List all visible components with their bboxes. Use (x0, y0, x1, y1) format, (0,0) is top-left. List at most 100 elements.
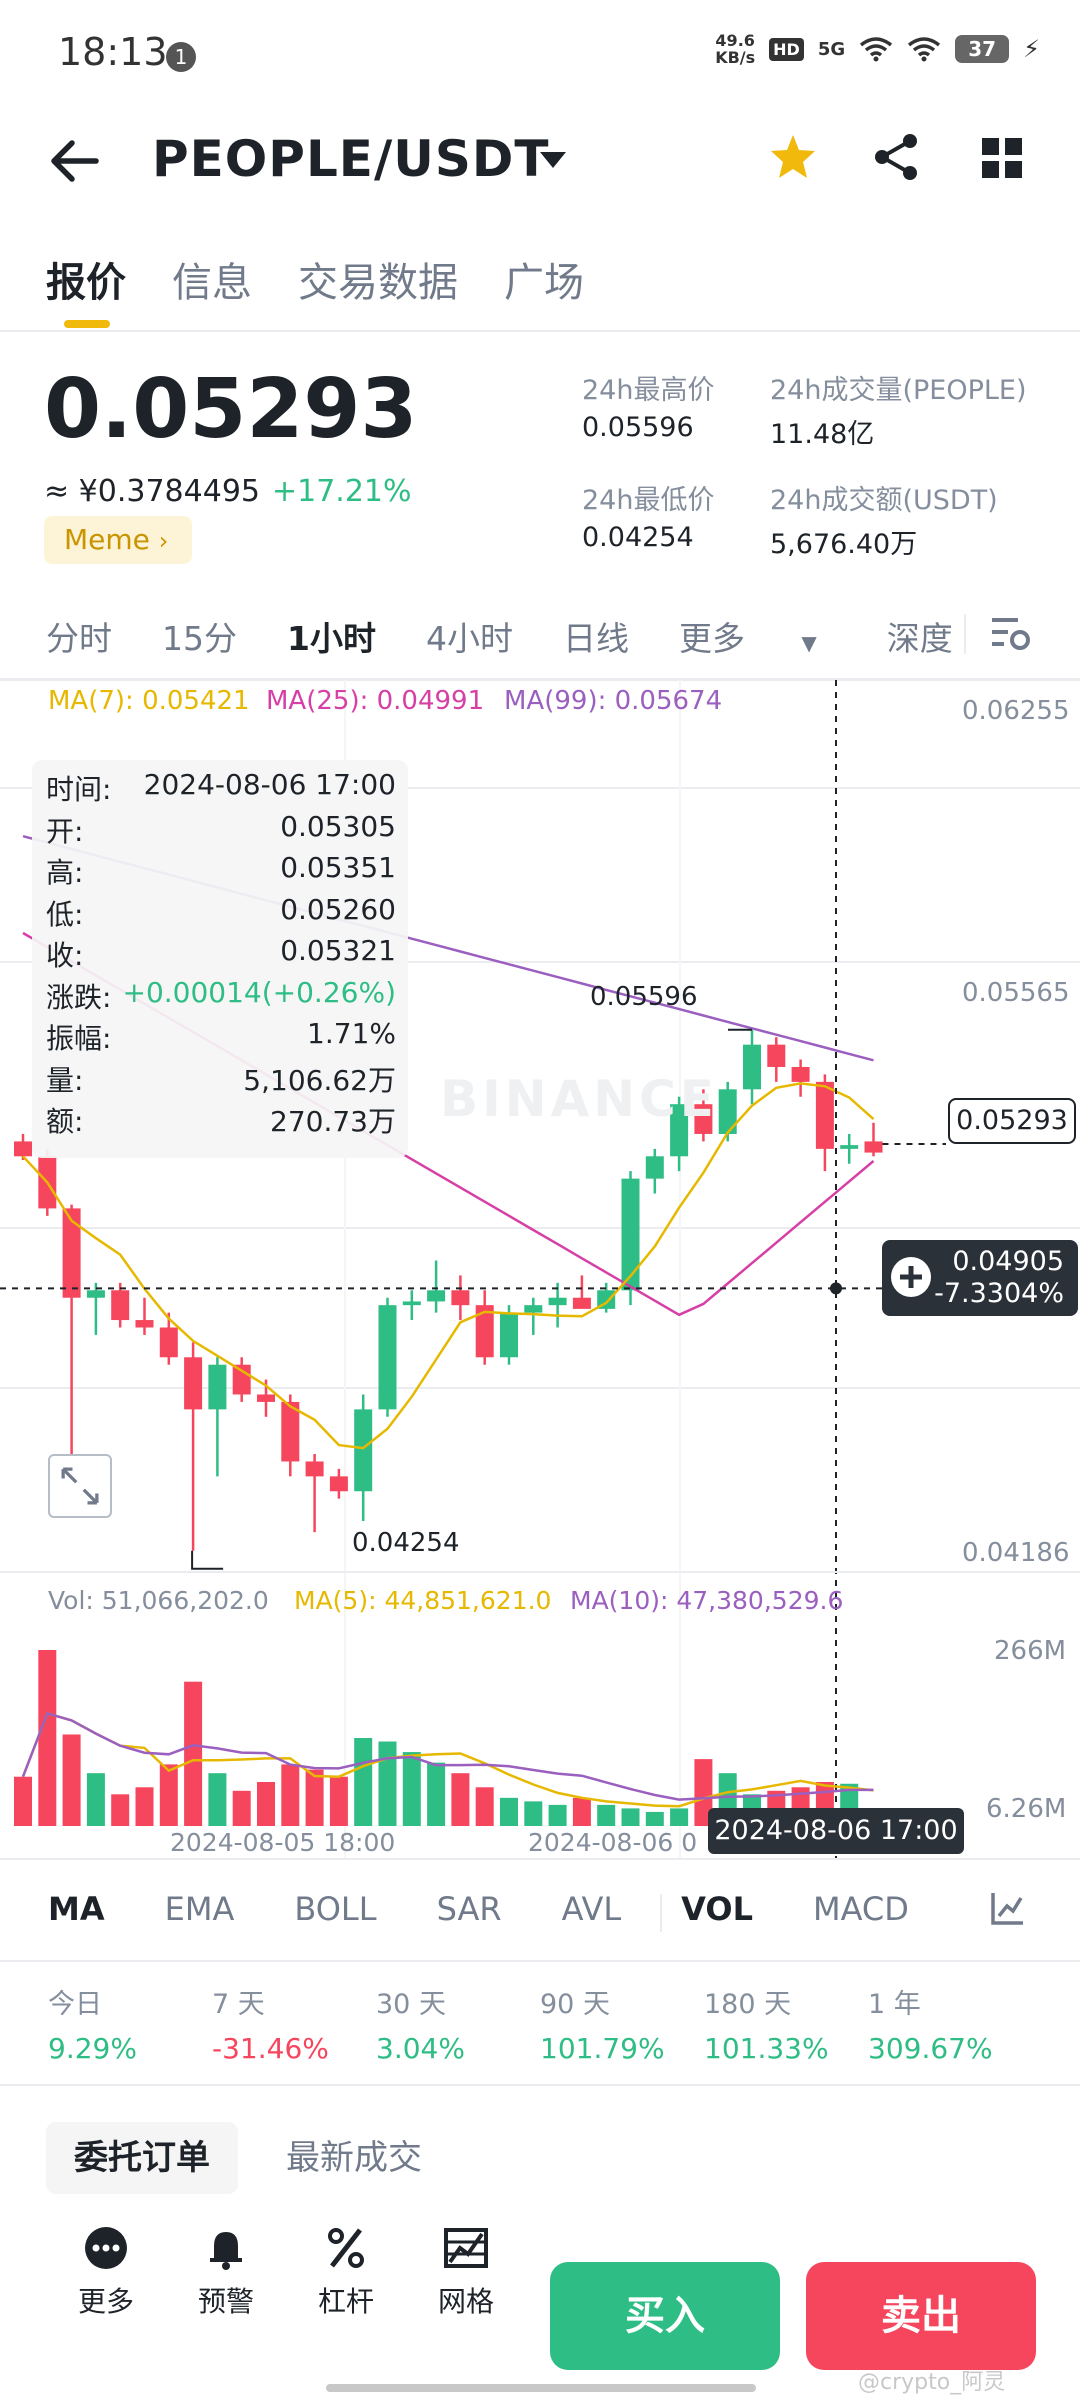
indicator-macd[interactable]: MACD (812, 1890, 909, 1928)
bell-icon (210, 2232, 242, 2270)
tooltip-row: 量: 5,106.62万 (46, 1059, 396, 1099)
tooltip-value: 270.73万 (270, 1105, 396, 1138)
candle-tooltip: 时间: 2024-08-06 17:00 开: 0.05305 高: 0.05351 低: 0… (32, 760, 408, 1158)
expand-fullscreen-icon[interactable] (48, 1454, 112, 1518)
volume-bar (329, 1776, 348, 1826)
indicator-sar[interactable]: SAR (436, 1890, 502, 1928)
alert-button[interactable]: 预警 (176, 2224, 276, 2320)
candle-body (718, 1089, 737, 1134)
leverage-button[interactable]: 杠杆 (296, 2224, 396, 2320)
candle-body (694, 1104, 713, 1134)
vol-legend: Vol: 51,066,202.0 (48, 1586, 269, 1615)
candle-body (524, 1305, 543, 1313)
volume-bar (281, 1764, 300, 1826)
tooltip-key: 额: (46, 1105, 84, 1138)
perf-label: 30 天 (376, 1989, 446, 2020)
candle-body (354, 1409, 373, 1492)
candle-body (281, 1401, 300, 1462)
candle-body (427, 1290, 446, 1302)
perf-value: -31.46% (212, 2032, 329, 2065)
tab-quote[interactable]: 报价 (46, 260, 126, 306)
interval-timeline[interactable]: 分时 (46, 619, 112, 658)
percent-icon (328, 2228, 364, 2268)
grid-menu-icon[interactable] (982, 138, 1022, 178)
caret-down-icon: ▼ (794, 631, 817, 655)
tab-recent-trades[interactable]: 最新成交 (286, 2138, 422, 2178)
more-button[interactable]: 更多 (56, 2224, 156, 2320)
indicator-ma[interactable]: MA (48, 1890, 105, 1928)
chevron-down-icon[interactable] (538, 150, 568, 170)
perf-value: 3.04% (376, 2032, 465, 2065)
tab-square[interactable]: 广场 (504, 260, 584, 306)
meme-tag[interactable]: Meme › (44, 516, 192, 564)
perf-label: 今日 (48, 1989, 102, 2020)
indicator-settings-icon[interactable] (990, 1890, 1026, 1926)
main-tabs: 报价 信息 交易数据 广场 (46, 250, 584, 308)
candle-body (645, 1156, 664, 1179)
price-chart[interactable] (0, 680, 1080, 1858)
tooltip-key: 振幅: (46, 1022, 112, 1055)
volume-label: 24h成交量(PEOPLE) (770, 375, 1027, 406)
volume-bar (597, 1804, 616, 1826)
chart-settings-icon[interactable] (988, 614, 1032, 654)
binance-watermark: BINANCE (440, 1070, 718, 1128)
volume-bar (402, 1752, 421, 1826)
grid-trading-button[interactable]: 网格 (416, 2224, 516, 2320)
candle-body (451, 1290, 470, 1306)
alert-label: 预警 (197, 2285, 254, 2318)
candle-body (621, 1178, 640, 1291)
interval-more[interactable]: 更多 ▼ (678, 619, 817, 658)
volume-bar (694, 1759, 713, 1826)
low-marker-line (191, 1550, 224, 1570)
volume-bar (354, 1738, 373, 1826)
candle-body (402, 1301, 421, 1306)
tooltip-row: 高: 0.05351 (46, 851, 396, 891)
tab-info[interactable]: 信息 (172, 260, 252, 306)
pair-title[interactable]: PEOPLE/USDT (152, 130, 550, 188)
buy-button[interactable]: 买入 (550, 2262, 780, 2370)
back-arrow-icon[interactable] (46, 136, 106, 186)
add-order-icon[interactable] (888, 1254, 934, 1300)
wifi-icon (860, 37, 893, 62)
last-price: 0.05293 (44, 362, 418, 457)
indicator-vol[interactable]: VOL (681, 1890, 753, 1928)
vol-ma5-line (21, 1711, 874, 1808)
interval-1d[interactable]: 日线 (562, 619, 629, 658)
volume-bar (670, 1808, 689, 1826)
tooltip-key: 低: (46, 897, 84, 931)
vol-tick-bottom: 6.26M (986, 1794, 1067, 1824)
indicator-boll[interactable]: BOLL (294, 1890, 377, 1928)
tooltip-key: 收: (46, 939, 84, 972)
share-icon[interactable] (872, 132, 920, 182)
volume-bar (451, 1773, 470, 1826)
interval-depth[interactable]: 深度 (886, 619, 953, 658)
vol-ma10-line (21, 1711, 874, 1801)
home-indicator[interactable] (326, 2384, 756, 2392)
ma7-line (22, 1082, 875, 1450)
candle-body (159, 1327, 178, 1358)
perf-label: 7 天 (212, 1989, 265, 2020)
indicator-avl[interactable]: AVL (561, 1890, 622, 1928)
sell-button[interactable]: 卖出 (806, 2262, 1036, 2370)
volume-bar (111, 1794, 130, 1826)
last-price-tag: 0.05293 (948, 1098, 1076, 1144)
tab-open-orders[interactable]: 委托订单 (46, 2122, 238, 2194)
candle-body (475, 1305, 494, 1358)
volume-bar (378, 1741, 397, 1826)
leverage-label: 杠杆 (317, 2285, 374, 2318)
ma7-legend: MA(7): 0.05421 (48, 686, 250, 716)
interval-1h[interactable]: 1小时 (287, 619, 376, 658)
tooltip-row: 额: 270.73万 (46, 1100, 396, 1140)
high-label: 24h最高价 (582, 375, 715, 406)
indicator-ema[interactable]: EMA (164, 1890, 235, 1928)
favorite-star-icon[interactable] (768, 132, 818, 182)
candle-body (257, 1394, 275, 1402)
interval-15m[interactable]: 15分 (162, 619, 237, 658)
interval-4h[interactable]: 4小时 (425, 619, 513, 658)
crosshair-price-tag[interactable]: 0.04905 -7.3304% (882, 1240, 1078, 1316)
tab-trading-data[interactable]: 交易数据 (298, 260, 458, 306)
low-value: 0.04254 (582, 522, 694, 553)
divider (0, 678, 1080, 680)
volume-bar (184, 1681, 203, 1826)
crosshair-dot (830, 1282, 842, 1295)
